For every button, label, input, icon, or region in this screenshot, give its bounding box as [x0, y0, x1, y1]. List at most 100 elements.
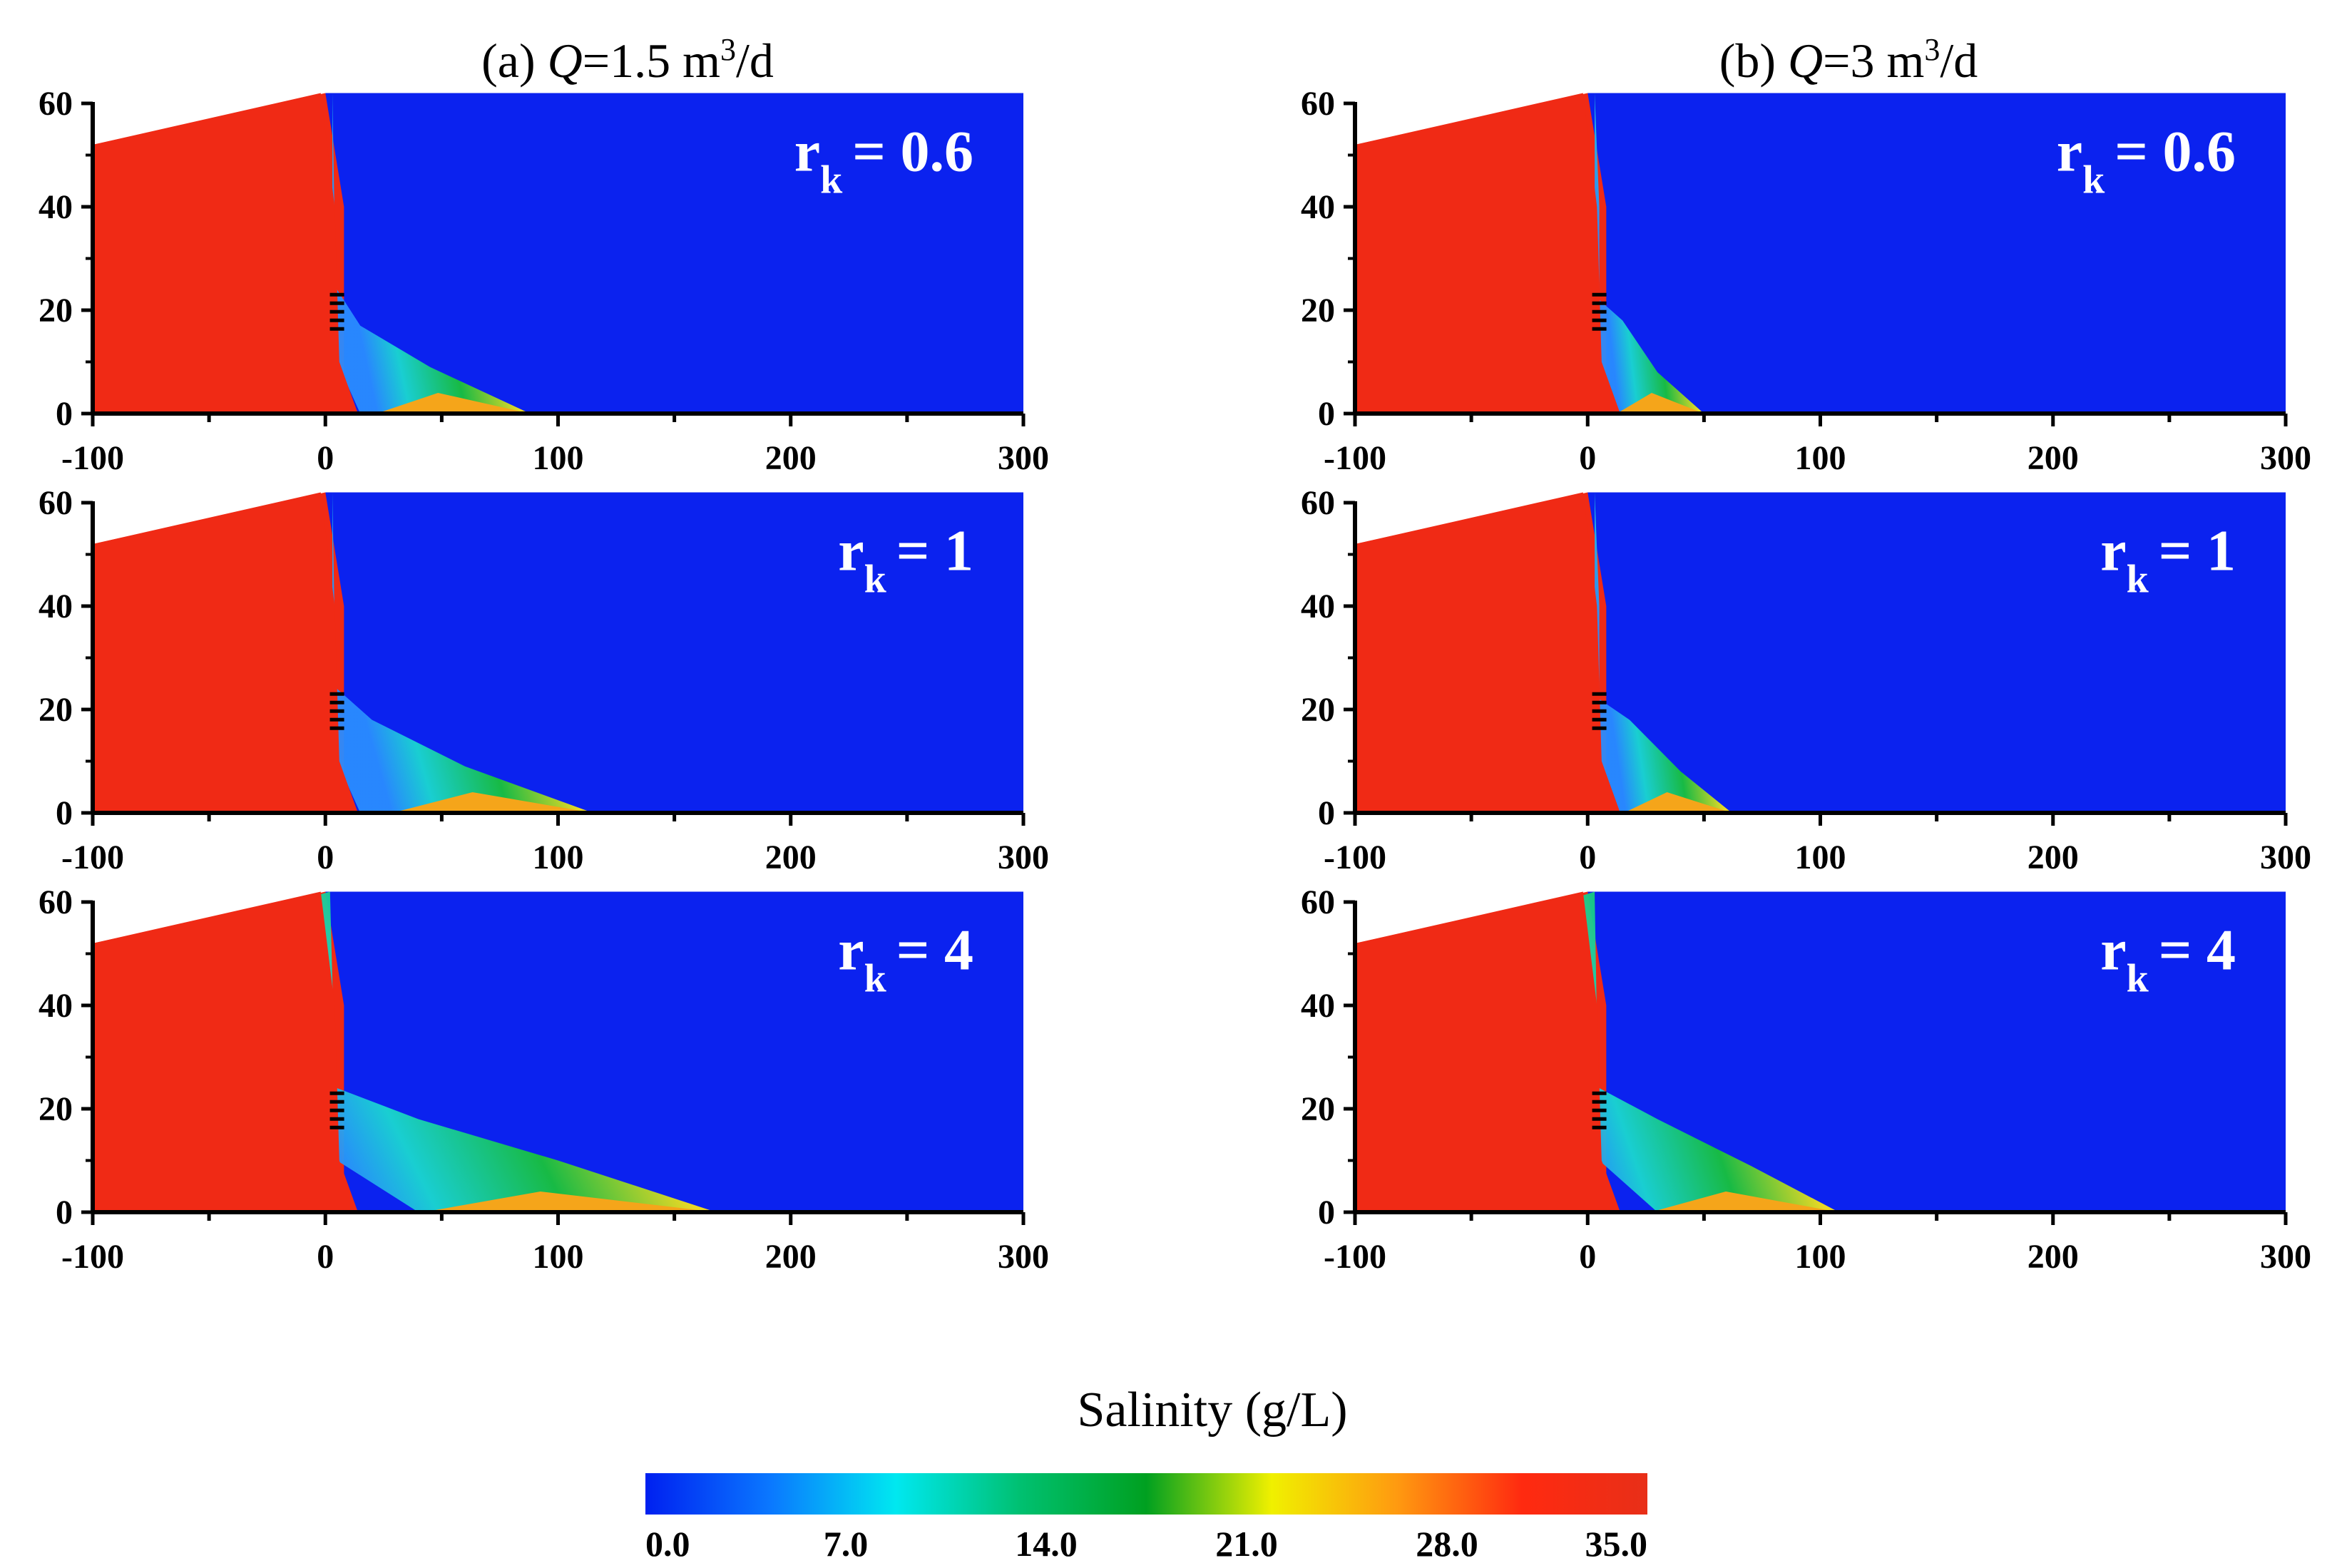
y-tick-label: 60 [39, 85, 73, 123]
colorbar-tick-label: 21.0 [1215, 1524, 1278, 1564]
x-tick-label: 0 [1579, 1238, 1596, 1276]
x-tick-label: 200 [2027, 1238, 2079, 1276]
y-tick-label: 60 [1301, 883, 1335, 921]
salt-wedge [93, 891, 358, 1212]
x-tick-label: 300 [2260, 1238, 2311, 1276]
salt-wedge [1355, 93, 1620, 414]
x-tick-label: -100 [61, 1238, 124, 1276]
panel-label-r: r [838, 518, 864, 583]
freshwater-region [325, 93, 1023, 414]
x-tick-label: 300 [998, 439, 1049, 477]
toe-zone [392, 792, 593, 813]
colorbar [645, 1473, 1647, 1515]
panel-b3: -100 0 100 200 300 0 20 40 60 rk = 4 [1301, 883, 2311, 1276]
x-tick-label: 0 [1579, 839, 1596, 876]
y-tick-label: 20 [1301, 1090, 1335, 1128]
salt-wedge [1355, 891, 1620, 1212]
y-tick-label: 0 [56, 1194, 73, 1231]
colorbar-tick-label: 28.0 [1416, 1524, 1478, 1564]
x-tick-label: -100 [1324, 1238, 1386, 1276]
column-title-a: (a) Q=1.5 m3/d [481, 32, 774, 88]
x-tick-label: 300 [998, 839, 1049, 876]
salt-wedge [1355, 492, 1620, 813]
freshwater-region [325, 891, 1023, 1212]
panel-a3: -100 0 100 200 300 0 20 40 60 rk = 4 [39, 883, 1049, 1276]
panel-label-r: r [2100, 518, 2126, 583]
x-tick-label: 100 [1795, 1238, 1846, 1276]
y-tick-label: 20 [39, 691, 73, 729]
y-tick-label: 60 [1301, 484, 1335, 522]
x-tick-label: -100 [1324, 439, 1386, 477]
mixing-zone [1529, 891, 1839, 1212]
y-tick-label: 40 [1301, 188, 1335, 226]
x-tick-label: -100 [61, 439, 124, 477]
panel-a1: -100 0 100 200 300 0 20 40 60 rk = 0.6 [39, 85, 1049, 477]
panel-label-value: = 1 [896, 518, 973, 583]
salt-wedge [93, 93, 358, 414]
colorbar-tick-label: 35.0 [1585, 1524, 1648, 1564]
y-tick-label: 20 [1301, 691, 1335, 729]
panel-label-value: = 0.6 [852, 118, 973, 183]
x-tick-label: 100 [533, 839, 584, 876]
x-tick-label: 100 [533, 1238, 584, 1276]
x-tick-label: 0 [317, 439, 334, 477]
panel-label-value: = 1 [2159, 518, 2236, 583]
panel-label: rk = 1 [838, 518, 973, 601]
y-tick-label: 40 [1301, 987, 1335, 1025]
panel-label-sub: k [864, 557, 887, 601]
x-tick-label: -100 [61, 839, 124, 876]
x-tick-label: -100 [1324, 839, 1386, 876]
x-tick-label: 300 [2260, 439, 2311, 477]
y-tick-label: 0 [1318, 1194, 1335, 1231]
toe-zone [1650, 1192, 1839, 1212]
panel-label: rk = 1 [2100, 518, 2236, 601]
x-tick-label: 0 [317, 1238, 334, 1276]
panel-label-r: r [838, 917, 864, 982]
y-tick-label: 0 [56, 395, 73, 433]
y-tick-label: 40 [39, 588, 73, 625]
y-tick-label: 60 [1301, 85, 1335, 123]
column-title-b: (b) Q=3 m3/d [1719, 32, 1978, 88]
panel-label-r: r [2057, 118, 2082, 183]
x-tick-label: 100 [1795, 839, 1846, 876]
panel-label-value: = 0.6 [2115, 118, 2236, 183]
panel-b1: -100 0 100 200 300 0 20 40 60 rk = 0.6 [1301, 85, 2311, 477]
freshwater-region [1587, 93, 2286, 414]
mixing-zone [332, 93, 531, 414]
panel-label-sub: k [820, 158, 843, 202]
panel-label: rk = 0.6 [2057, 118, 2236, 202]
y-tick-label: 60 [39, 883, 73, 921]
y-tick-label: 0 [56, 794, 73, 832]
colorbar-tick-label: 7.0 [824, 1524, 869, 1564]
colorbar-tick-label: 0.0 [645, 1524, 690, 1564]
toe-zone [423, 1192, 717, 1212]
toe-zone [377, 393, 531, 414]
x-tick-label: 200 [765, 839, 817, 876]
y-tick-label: 40 [39, 987, 73, 1025]
x-tick-label: 200 [765, 439, 817, 477]
freshwater-region [325, 492, 1023, 813]
y-tick-label: 20 [39, 1090, 73, 1128]
panel-label-value: = 4 [2159, 917, 2236, 982]
y-tick-label: 0 [1318, 395, 1335, 433]
toe-zone [1617, 393, 1704, 414]
panel-label-r: r [2100, 917, 2126, 982]
salt-wedge [93, 492, 358, 813]
colorbar-ticks: 0.0 7.0 14.0 21.0 28.0 35.0 [645, 1524, 1647, 1564]
x-tick-label: 0 [317, 839, 334, 876]
panel-label-sub: k [2082, 158, 2105, 202]
x-tick-label: 300 [2260, 839, 2311, 876]
panel-label-r: r [794, 118, 820, 183]
x-tick-label: 100 [1795, 439, 1846, 477]
panel-label-sub: k [864, 956, 887, 1000]
x-tick-label: 200 [2027, 439, 2079, 477]
x-tick-label: 300 [998, 1238, 1049, 1276]
colorbar-title: Salinity (g/L) [1077, 1383, 1347, 1438]
x-tick-label: 100 [533, 439, 584, 477]
colorbar-tick-label: 14.0 [1015, 1524, 1078, 1564]
panel-label: rk = 0.6 [794, 118, 973, 202]
y-tick-label: 40 [39, 188, 73, 226]
freshwater-region [1587, 891, 2286, 1212]
